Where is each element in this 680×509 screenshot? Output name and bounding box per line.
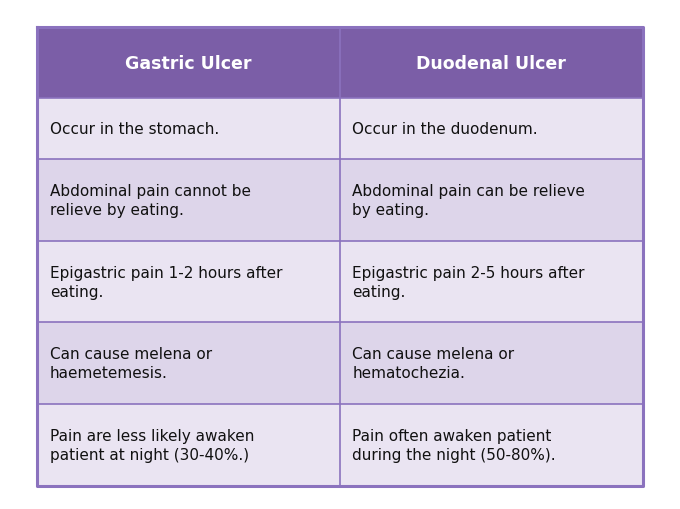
Bar	[37, 28, 643, 99]
Bar	[340, 99, 643, 160]
Bar	[37, 405, 340, 486]
Text: Gastric Ulcer: Gastric Ulcer	[125, 54, 252, 72]
Text: Occur in the stomach.: Occur in the stomach.	[50, 122, 219, 137]
Bar	[37, 99, 340, 160]
Text: Can cause melena or
hematochezia.: Can cause melena or hematochezia.	[352, 347, 514, 381]
Bar	[340, 405, 643, 486]
Text: Pain often awaken patient
during the night (50-80%).: Pain often awaken patient during the nig…	[352, 428, 556, 462]
Bar	[340, 160, 643, 241]
Bar	[37, 241, 340, 323]
Bar	[340, 241, 643, 323]
Text: Pain are less likely awaken
patient at night (30-40%.): Pain are less likely awaken patient at n…	[50, 428, 254, 462]
Text: Abdominal pain can be relieve
by eating.: Abdominal pain can be relieve by eating.	[352, 183, 585, 217]
Text: Duodenal Ulcer: Duodenal Ulcer	[416, 54, 566, 72]
Text: Occur in the duodenum.: Occur in the duodenum.	[352, 122, 538, 137]
Text: Epigastric pain 1-2 hours after
eating.: Epigastric pain 1-2 hours after eating.	[50, 265, 282, 299]
Bar	[37, 323, 340, 405]
Bar	[37, 160, 340, 241]
Text: Epigastric pain 2-5 hours after
eating.: Epigastric pain 2-5 hours after eating.	[352, 265, 585, 299]
Bar	[340, 323, 643, 405]
Text: Can cause melena or
haemetemesis.: Can cause melena or haemetemesis.	[50, 347, 211, 381]
Text: Abdominal pain cannot be
relieve by eating.: Abdominal pain cannot be relieve by eati…	[50, 183, 251, 217]
